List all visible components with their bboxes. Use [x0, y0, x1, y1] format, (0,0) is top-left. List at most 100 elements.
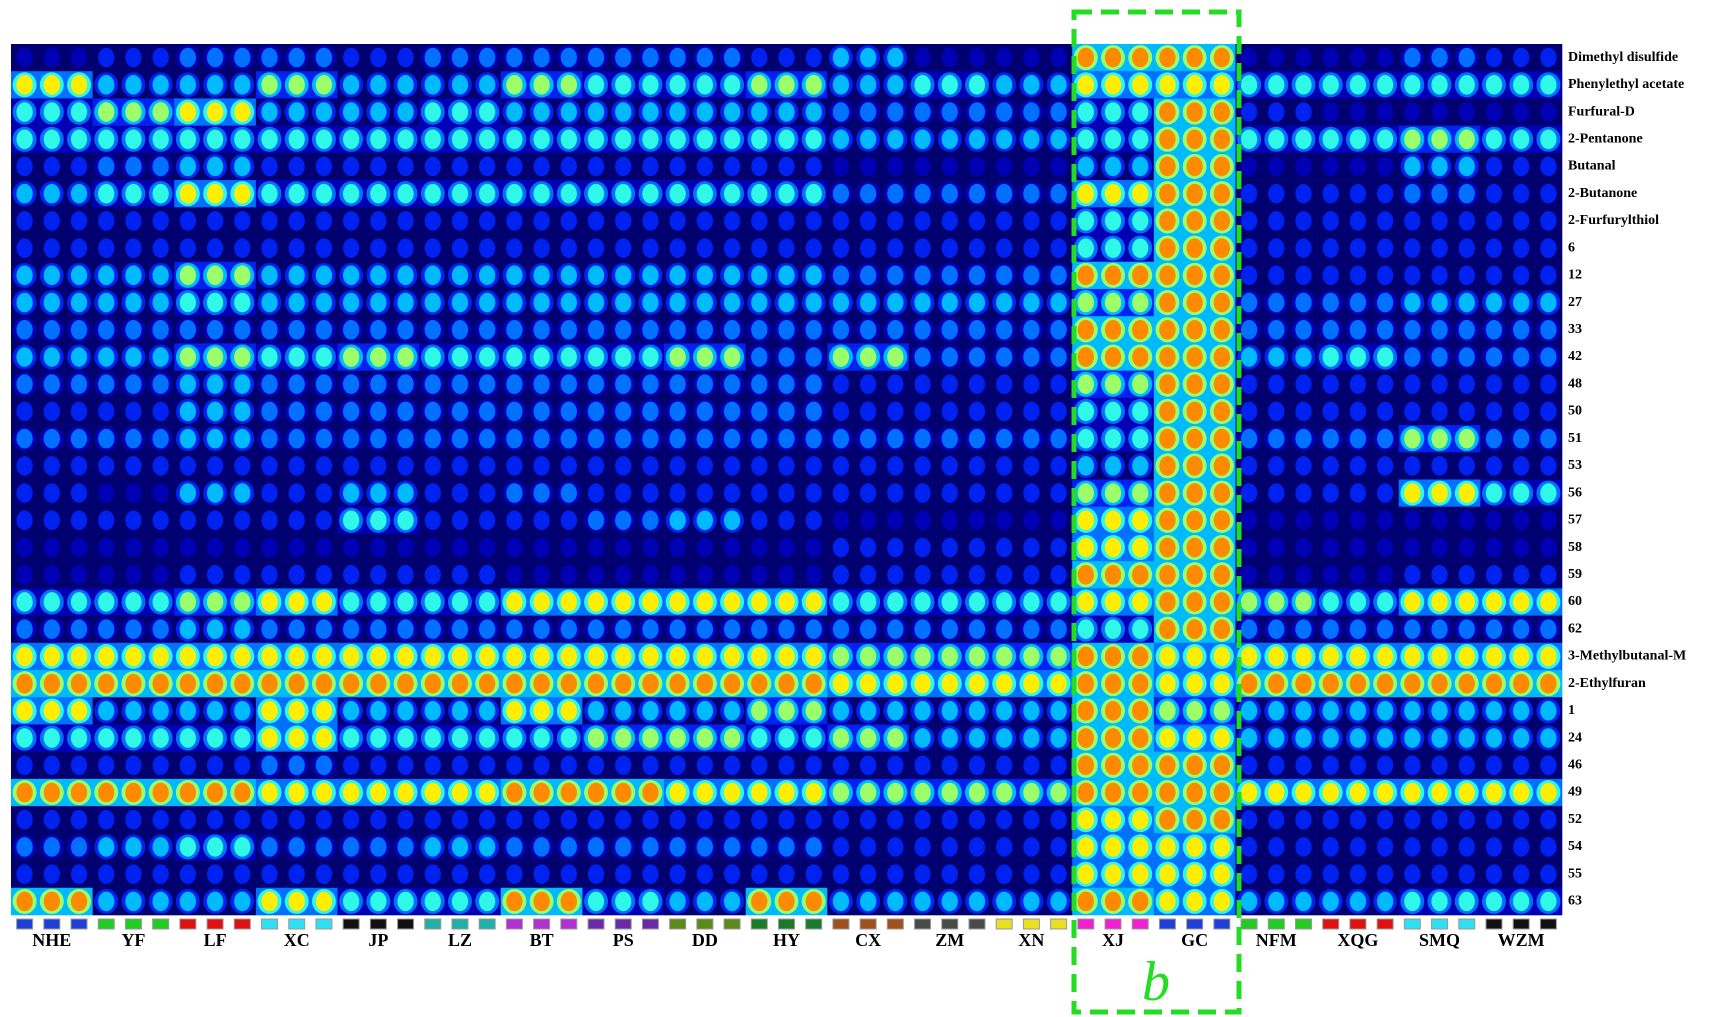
heat-spot [1105, 102, 1121, 122]
heat-spot [1186, 75, 1202, 95]
heat-spot [914, 674, 930, 694]
heat-spot [180, 701, 196, 721]
heat-spot [261, 565, 277, 585]
heat-spot [425, 647, 441, 667]
heat-spot [1268, 184, 1284, 204]
heat-spot [969, 374, 985, 394]
heat-spot [914, 783, 930, 803]
heat-spot [1214, 538, 1230, 558]
heat-spot [561, 48, 577, 68]
heat-spot [16, 619, 32, 639]
heat-spot [1268, 374, 1284, 394]
heat-spot [1540, 755, 1556, 775]
heat-spot [125, 48, 141, 68]
heat-spot [887, 402, 903, 422]
heat-spot [969, 565, 985, 585]
heat-spot [833, 374, 849, 394]
heat-spot [942, 456, 958, 476]
heat-spot [44, 347, 60, 367]
heat-spot [261, 374, 277, 394]
heat-spot [98, 755, 114, 775]
heat-spot [914, 48, 930, 68]
heat-spot [261, 674, 277, 694]
heat-spot [289, 129, 305, 149]
heat-spot [1295, 483, 1311, 503]
heat-spot [479, 211, 495, 231]
heat-spot [1486, 783, 1502, 803]
heat-spot [588, 701, 604, 721]
heat-spot [615, 619, 631, 639]
heat-spot [751, 538, 767, 558]
heat-spot [942, 402, 958, 422]
heat-spot [833, 483, 849, 503]
heat-spot [506, 402, 522, 422]
heat-spot [588, 293, 604, 313]
heat-spot [1159, 402, 1175, 422]
heat-spot [669, 211, 685, 231]
heat-spot [1023, 75, 1039, 95]
heat-spot [724, 701, 740, 721]
heat-spot [16, 565, 32, 585]
heat-spot [833, 266, 849, 286]
heat-spot [1078, 456, 1094, 476]
heat-spot [261, 129, 277, 149]
heat-spot [16, 211, 32, 231]
heat-spot [615, 647, 631, 667]
heat-spot [1159, 565, 1175, 585]
heat-spot [479, 238, 495, 258]
heat-spot [806, 293, 822, 313]
heat-spot [642, 374, 658, 394]
heat-spot [71, 429, 87, 449]
heat-spot [1431, 565, 1447, 585]
heat-spot [207, 238, 223, 258]
heat-spot [71, 266, 87, 286]
heat-spot [669, 647, 685, 667]
heat-spot [1486, 647, 1502, 667]
heat-spot [1323, 755, 1339, 775]
heat-spot [316, 374, 332, 394]
heat-spot [914, 810, 930, 830]
heat-spot [234, 483, 250, 503]
heat-spot [1404, 211, 1420, 231]
heat-spot [16, 483, 32, 503]
heat-spot [1404, 755, 1420, 775]
heat-spot [887, 728, 903, 748]
heat-spot [44, 538, 60, 558]
heat-spot [1268, 511, 1284, 531]
heat-spot [1050, 619, 1066, 639]
heat-spot [887, 75, 903, 95]
heat-spot [914, 238, 930, 258]
heat-spot [44, 783, 60, 803]
heat-spot [778, 701, 794, 721]
heat-spot [452, 511, 468, 531]
heat-spot [833, 619, 849, 639]
heat-spot [479, 429, 495, 449]
heat-spot [533, 810, 549, 830]
heat-spot [343, 783, 359, 803]
heat-spot [452, 429, 468, 449]
heat-spot [969, 157, 985, 177]
heat-spot [969, 402, 985, 422]
heat-spot [561, 728, 577, 748]
heat-spot [1023, 647, 1039, 667]
heat-spot [1186, 157, 1202, 177]
heat-spot [152, 238, 168, 258]
heat-spot [98, 701, 114, 721]
heat-spot [1295, 728, 1311, 748]
heat-spot [261, 728, 277, 748]
heat-spot [234, 347, 250, 367]
heat-spot [914, 429, 930, 449]
heat-spot [996, 701, 1012, 721]
heat-spot [1540, 429, 1556, 449]
heat-spot [833, 755, 849, 775]
heat-spot [833, 810, 849, 830]
heat-spot [1132, 75, 1148, 95]
heat-spot [1078, 374, 1094, 394]
heat-spot [370, 647, 386, 667]
heat-spot [860, 238, 876, 258]
heat-spot [778, 102, 794, 122]
heat-spot [1268, 429, 1284, 449]
heat-spot [479, 48, 495, 68]
heat-spot [1323, 211, 1339, 231]
heat-spot [397, 129, 413, 149]
